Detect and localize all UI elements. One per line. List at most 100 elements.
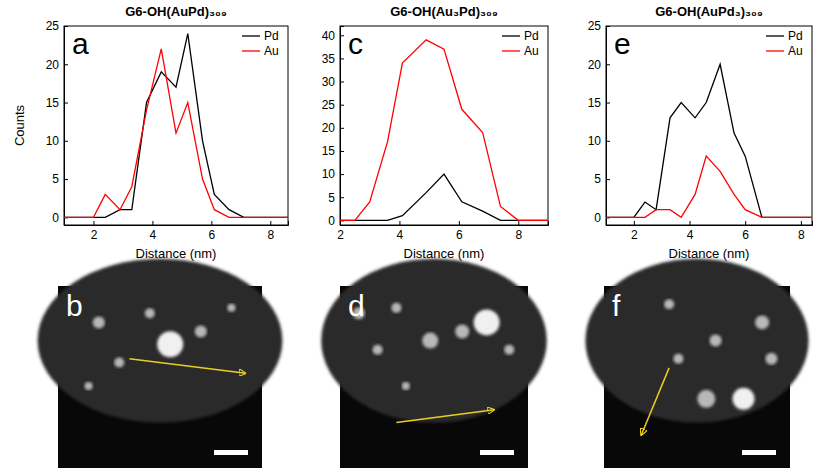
legend: PdAu: [502, 29, 539, 58]
tick-label: 15: [322, 144, 336, 158]
legend-label: Pd: [524, 29, 539, 43]
tick-mark: [459, 221, 460, 225]
tick-mark: [340, 58, 344, 59]
tick-mark: [93, 221, 94, 225]
tick: 20: [46, 58, 68, 72]
plot-marks: [606, 64, 812, 217]
x-axis: 2468: [65, 221, 289, 242]
particle: [85, 382, 93, 390]
tick-label: 6: [209, 228, 216, 242]
tick-label: 30: [322, 75, 336, 89]
tick-label: 35: [322, 52, 336, 66]
tick-label: 25: [322, 98, 336, 112]
series-line: [64, 34, 288, 218]
particle: [755, 315, 769, 329]
chart-title: G6-OH(AuPd)₃₀₉: [125, 4, 227, 19]
axis-line: [65, 27, 69, 226]
particle: [114, 357, 124, 367]
particle: [422, 333, 438, 349]
tick-label: 5: [328, 191, 335, 205]
tick-label: 6: [742, 228, 749, 242]
tick-label: 10: [588, 134, 602, 148]
tick-label: 4: [150, 228, 157, 242]
particle: [765, 353, 777, 365]
plot-marks: [64, 34, 288, 218]
scale-bar: [214, 450, 248, 455]
tick: 10: [322, 167, 344, 181]
plot-frame: [340, 26, 548, 225]
plot-marks: [340, 40, 548, 220]
tick-label: 10: [322, 167, 336, 181]
particle: [157, 331, 183, 357]
x-axis-title: Distance (nm): [669, 246, 750, 261]
tick-label: 6: [456, 228, 463, 242]
y-axis-title: Counts: [12, 104, 27, 146]
tick-mark: [340, 151, 344, 152]
particle: [504, 345, 514, 355]
particle: [455, 325, 469, 339]
chart-title: G6-OH(Au₃Pd)₃₀₉: [390, 4, 498, 19]
tick-mark: [340, 82, 344, 83]
support-region: [38, 259, 283, 423]
particle: [402, 382, 410, 390]
tick-mark: [64, 179, 68, 180]
linescan-arrow: [129, 359, 245, 374]
tick-mark: [745, 221, 746, 225]
tick: 6: [456, 221, 463, 242]
tick: 10: [588, 134, 610, 148]
linescan-arrow: [641, 368, 669, 435]
tick-label: 40: [322, 29, 336, 43]
legend-label: Au: [788, 44, 803, 58]
tick: 4: [397, 221, 404, 242]
tick-label: 25: [46, 19, 60, 33]
tick-label: 8: [267, 228, 274, 242]
tick: 40: [322, 29, 344, 43]
figure: G6-OH(AuPd)₃₀₉24680510152025Distance (nm…: [0, 0, 827, 474]
tick: 4: [150, 221, 157, 242]
tick-mark: [340, 174, 344, 175]
tick: 25: [322, 98, 344, 112]
support-region: [321, 259, 547, 423]
panel-label: f: [612, 289, 621, 322]
legend-label: Pd: [264, 29, 279, 43]
tick-label: 0: [52, 211, 59, 225]
image-panel: d: [321, 259, 547, 468]
tick-mark: [606, 179, 610, 180]
chart-title: G6-OH(AuPd₃)₃₀₉: [655, 4, 763, 19]
particle: [697, 390, 715, 408]
tick: 6: [742, 221, 749, 242]
legend-swatch: [502, 35, 520, 36]
image-panel: f: [585, 259, 808, 468]
plot-frame: [606, 26, 812, 225]
particle: [93, 316, 105, 328]
tick: 5: [52, 172, 68, 186]
y-axis: 0510152025: [588, 19, 610, 225]
chart-panel: G6-OH(Au₃Pd)₃₀₉24680510152025303540Dista…: [322, 4, 549, 261]
tick: 15: [588, 96, 610, 110]
tick: 6: [209, 221, 216, 242]
tick: 2: [631, 221, 638, 242]
legend-label: Au: [264, 44, 279, 58]
tick-label: 4: [397, 228, 404, 242]
panel-label: c: [348, 27, 363, 60]
scale-bar: [480, 450, 514, 455]
tick-mark: [340, 197, 344, 198]
scale-bar: [742, 450, 776, 455]
legend-swatch: [766, 50, 784, 51]
image-panel: b: [38, 259, 283, 468]
series-line: [606, 64, 812, 217]
tick-mark: [64, 103, 68, 104]
tick-label: 20: [322, 121, 336, 135]
x-axis: 2468: [337, 221, 548, 242]
tick: 15: [322, 144, 344, 158]
legend: PdAu: [242, 29, 279, 58]
tick-label: 10: [46, 134, 60, 148]
tick-label: 2: [337, 228, 344, 242]
tick-mark: [518, 221, 519, 225]
tick-mark: [64, 64, 68, 65]
tick-label: 0: [594, 211, 601, 225]
panel-label: b: [66, 289, 83, 322]
tick-label: 15: [588, 96, 602, 110]
tick: 5: [594, 172, 610, 186]
chart-panel: G6-OH(AuPd)₃₀₉24680510152025Distance (nm…: [12, 4, 289, 261]
